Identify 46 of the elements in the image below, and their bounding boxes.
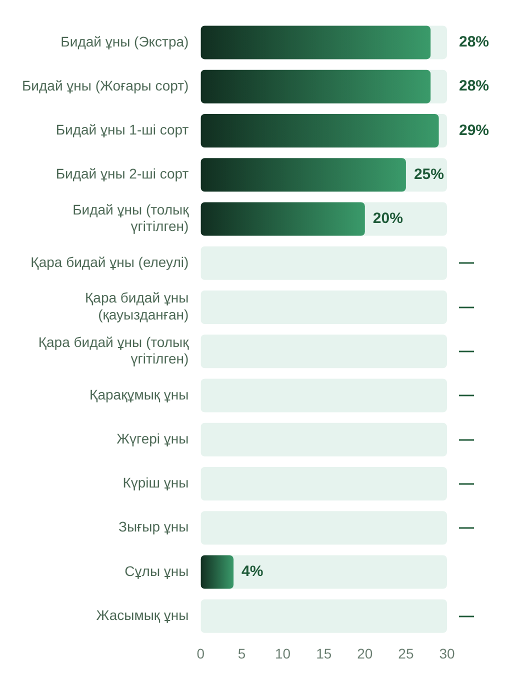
- y-tick-label: Зығыр ұны: [118, 518, 189, 535]
- x-tick-label: 25: [398, 645, 414, 662]
- bar: [200, 599, 447, 633]
- y-tick-label: Бидай ұны (Жоғары сорт): [22, 77, 189, 94]
- data-label: 28%: [459, 78, 490, 95]
- y-tick-label: Бидай ұны (Экстра): [60, 33, 189, 50]
- text: —: [459, 342, 474, 360]
- x-tick-label: 15: [316, 645, 332, 662]
- bar: [200, 555, 234, 589]
- y-tick-label: Бидай ұны 1-ші сорт: [56, 122, 190, 138]
- text: —: [459, 430, 474, 448]
- text: —: [459, 254, 474, 272]
- data-label: 28%: [459, 34, 490, 51]
- data-label: 29%: [459, 122, 490, 139]
- bar: [200, 290, 447, 324]
- bar: [200, 246, 447, 280]
- bar: [200, 511, 447, 545]
- x-tick-label: 5: [238, 645, 246, 662]
- x-tick-label: 10: [275, 645, 291, 662]
- bar: [200, 466, 447, 501]
- data-label: 20%: [372, 210, 403, 228]
- text: —: [459, 607, 474, 624]
- x-tick-label: 20: [357, 645, 373, 662]
- data-label: 25%: [414, 166, 444, 183]
- x-tick-label: 0: [196, 645, 205, 662]
- bar: [200, 422, 447, 456]
- y-tick-label: Жүгері ұны: [116, 430, 189, 446]
- y-tick-label: Бидай ұны 2-ші сорт: [56, 166, 190, 182]
- y-tick-label: Қара бидай ұны (толық үгітілген): [38, 334, 190, 367]
- text: —: [459, 386, 474, 404]
- y-tick-label: Сұлы ұны: [124, 562, 189, 579]
- x-tick-label: 30: [439, 645, 455, 662]
- bar: [200, 158, 406, 192]
- y-tick-label: Бидай ұны (толық үгітілген): [72, 201, 190, 234]
- text: —: [459, 519, 474, 536]
- text: —: [459, 474, 474, 492]
- y-tick-label: Күріш ұны: [122, 474, 189, 491]
- y-tick-label: Қара бидай ұны (елеулі): [30, 254, 189, 270]
- bar: [200, 378, 447, 412]
- bar: [200, 334, 447, 368]
- y-tick-label: Қарақұмық ұны: [90, 386, 189, 402]
- text: —: [459, 298, 474, 316]
- data-label: 4%: [242, 563, 264, 580]
- y-tick-label: Қара бидай ұны (қауызданған): [85, 290, 189, 322]
- y-tick-label: Жасымық ұны: [96, 606, 189, 623]
- bar: [200, 202, 365, 236]
